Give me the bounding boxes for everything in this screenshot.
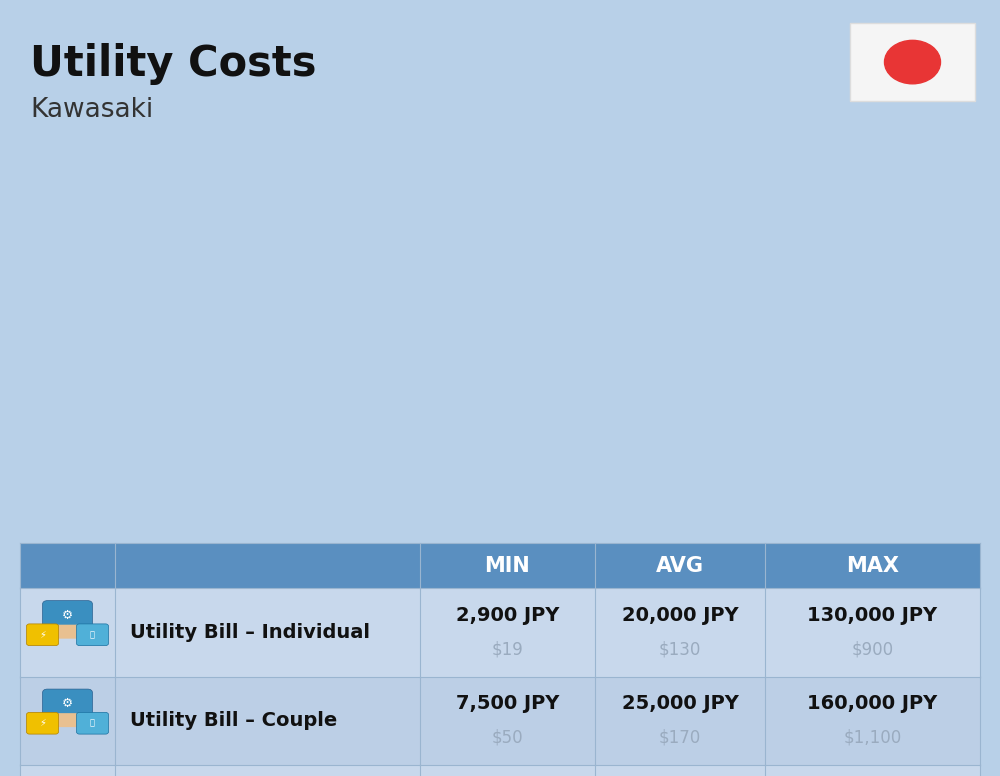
Text: ⚙: ⚙ (62, 609, 73, 622)
FancyBboxPatch shape (20, 543, 980, 588)
FancyBboxPatch shape (27, 624, 59, 646)
Text: $50: $50 (492, 729, 523, 747)
Circle shape (885, 40, 940, 84)
Text: ⚙: ⚙ (62, 698, 73, 710)
FancyBboxPatch shape (20, 677, 980, 765)
Text: 20,000 JPY: 20,000 JPY (622, 606, 738, 625)
Text: ⚡: ⚡ (39, 718, 46, 728)
FancyBboxPatch shape (56, 713, 80, 727)
Text: 🚰: 🚰 (90, 719, 95, 728)
FancyBboxPatch shape (42, 601, 92, 632)
FancyBboxPatch shape (20, 765, 980, 776)
Text: Kawasaki: Kawasaki (30, 97, 153, 123)
FancyBboxPatch shape (76, 712, 108, 734)
FancyBboxPatch shape (42, 689, 92, 720)
Text: ⚡: ⚡ (39, 629, 46, 639)
Text: AVG: AVG (656, 556, 704, 576)
Text: $900: $900 (851, 640, 894, 659)
Text: MIN: MIN (485, 556, 530, 576)
Text: $1,100: $1,100 (843, 729, 902, 747)
Text: MAX: MAX (846, 556, 899, 576)
Text: Utility Bill – Couple: Utility Bill – Couple (130, 712, 337, 730)
Text: Utility Costs: Utility Costs (30, 43, 316, 85)
Text: 25,000 JPY: 25,000 JPY (622, 695, 738, 713)
FancyBboxPatch shape (850, 23, 975, 101)
Text: 160,000 JPY: 160,000 JPY (807, 695, 938, 713)
FancyBboxPatch shape (76, 624, 108, 646)
Text: 2,900 JPY: 2,900 JPY (456, 606, 559, 625)
Text: Utility Bill – Individual: Utility Bill – Individual (130, 623, 370, 642)
FancyBboxPatch shape (27, 712, 59, 734)
Text: 130,000 JPY: 130,000 JPY (807, 606, 938, 625)
Text: $170: $170 (659, 729, 701, 747)
FancyBboxPatch shape (56, 625, 80, 639)
FancyBboxPatch shape (20, 588, 980, 677)
Text: 7,500 JPY: 7,500 JPY (456, 695, 559, 713)
Text: $19: $19 (492, 640, 523, 659)
Text: 🚰: 🚰 (90, 630, 95, 639)
Text: $130: $130 (659, 640, 701, 659)
